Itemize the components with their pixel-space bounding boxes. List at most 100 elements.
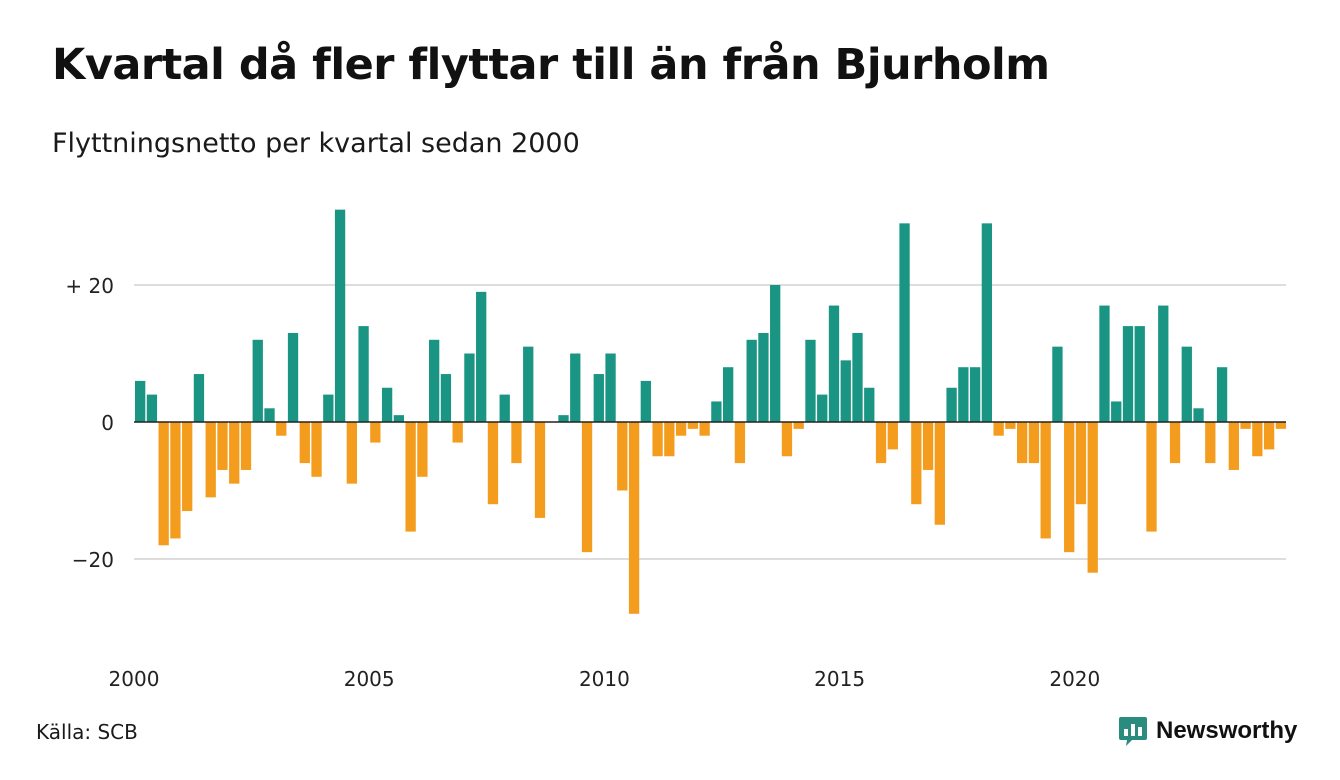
bar-positive [334, 209, 346, 422]
y-tick-label: 0 [101, 411, 114, 435]
y-tick-label: −20 [72, 548, 114, 572]
bar-negative [664, 422, 675, 457]
bar-negative [170, 422, 181, 539]
bar-positive [252, 339, 263, 422]
bar-negative [687, 422, 699, 429]
bar-positive [593, 374, 604, 422]
bar-negative [1017, 422, 1028, 464]
bar-positive [946, 387, 957, 422]
bar-positive [1052, 346, 1063, 422]
bar-negative [993, 422, 1004, 436]
bar-positive [146, 394, 158, 422]
bar-positive [558, 415, 569, 422]
bar-positive [746, 339, 757, 422]
y-tick-label: + 20 [65, 274, 114, 298]
bar-positive [852, 332, 863, 422]
bar-positive [264, 408, 275, 422]
bar-negative [675, 422, 687, 436]
bar-negative [217, 422, 228, 470]
bar-positive [1134, 326, 1145, 422]
bar-negative [922, 422, 934, 470]
bar-positive [523, 346, 534, 422]
bar-positive [981, 223, 993, 422]
bar-negative [1228, 422, 1239, 470]
bar-positive [864, 387, 875, 422]
bar-negative [534, 422, 546, 518]
source-note: Källa: SCB [36, 720, 138, 744]
bar-negative [1064, 422, 1075, 553]
bar-positive [381, 387, 393, 422]
bar-negative [276, 422, 287, 436]
bar-negative [1146, 422, 1157, 532]
axes: + 20 0 −20 2000 2005 2010 2015 2020 [65, 274, 1286, 691]
bar-positive [440, 374, 452, 422]
bar-negative [1040, 422, 1051, 539]
x-tick-label: 2015 [814, 667, 865, 691]
bar-positive [1181, 346, 1192, 422]
bar-positive [958, 367, 969, 422]
bar-negative [1240, 422, 1251, 429]
bar-negative [311, 422, 322, 477]
bar-negative [182, 422, 193, 512]
bar-negative [652, 422, 663, 457]
bar-positive [393, 415, 405, 422]
newsworthy-logo-icon [1119, 717, 1147, 746]
bar-positive [969, 367, 981, 422]
bar-negative [205, 422, 216, 498]
bar-negative [734, 422, 746, 464]
x-tick-label: 2005 [344, 667, 395, 691]
bar-positive [840, 360, 851, 422]
brand-name: Newsworthy [1156, 717, 1298, 744]
bar-negative [1252, 422, 1263, 457]
bar-negative [1205, 422, 1216, 464]
bar-negative [934, 422, 945, 525]
bar-positive [711, 401, 722, 422]
bar-positive [1216, 367, 1228, 422]
bar-positive [358, 326, 369, 422]
bar-negative [511, 422, 522, 464]
bar-positive [1158, 305, 1169, 422]
bar-negative [793, 422, 804, 429]
brand-logo: Newsworthy [1118, 714, 1297, 748]
bar-negative [581, 422, 593, 553]
bar-positive [605, 353, 616, 422]
bar-negative [1005, 422, 1016, 429]
bar-negative [405, 422, 416, 532]
bar-positive [1111, 401, 1122, 422]
bar-positive [1122, 326, 1134, 422]
bar-negative [1263, 422, 1275, 450]
bar-positive [464, 353, 475, 422]
bar-positive [1193, 408, 1204, 422]
bar-positive [287, 332, 299, 422]
bar-positive [323, 394, 334, 422]
bar-positive [723, 367, 734, 422]
x-tick-label: 2020 [1049, 667, 1100, 691]
bar-positive [770, 285, 781, 422]
bar-positive [570, 353, 581, 422]
bar-positive [899, 223, 910, 422]
chart-subtitle: Flyttningsnetto per kvartal sedan 2000 [52, 128, 580, 159]
bars [135, 209, 1287, 614]
x-tick-label: 2010 [579, 667, 630, 691]
bar-positive [640, 380, 651, 422]
bar-negative [887, 422, 898, 450]
bar-negative [875, 422, 887, 464]
bar-positive [193, 374, 205, 422]
bar-positive [476, 291, 487, 422]
bar-negative [417, 422, 428, 477]
bar-negative [699, 422, 710, 436]
bar-positive [758, 332, 769, 422]
bar-positive [429, 339, 440, 422]
bar-negative [911, 422, 922, 505]
bar-negative [1169, 422, 1181, 464]
bar-negative [1275, 422, 1287, 429]
x-tick-label: 2000 [109, 667, 160, 691]
bar-positive [805, 339, 816, 422]
bar-positive [817, 394, 828, 422]
bar-positive [499, 394, 510, 422]
bar-negative [1075, 422, 1087, 505]
bar-negative [628, 422, 640, 614]
bar-negative [452, 422, 463, 443]
bar-negative [158, 422, 169, 546]
